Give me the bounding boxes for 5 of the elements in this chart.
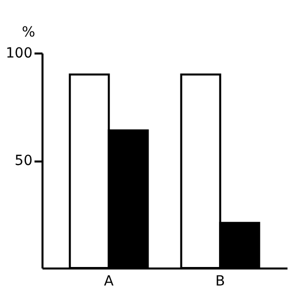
y-tick-label: 50 [14,153,32,169]
y-tick-label: 100 [6,46,32,62]
x-tick-label: A [104,274,114,290]
y-axis-title: % [22,24,36,40]
x-tick-label: B [215,274,225,290]
